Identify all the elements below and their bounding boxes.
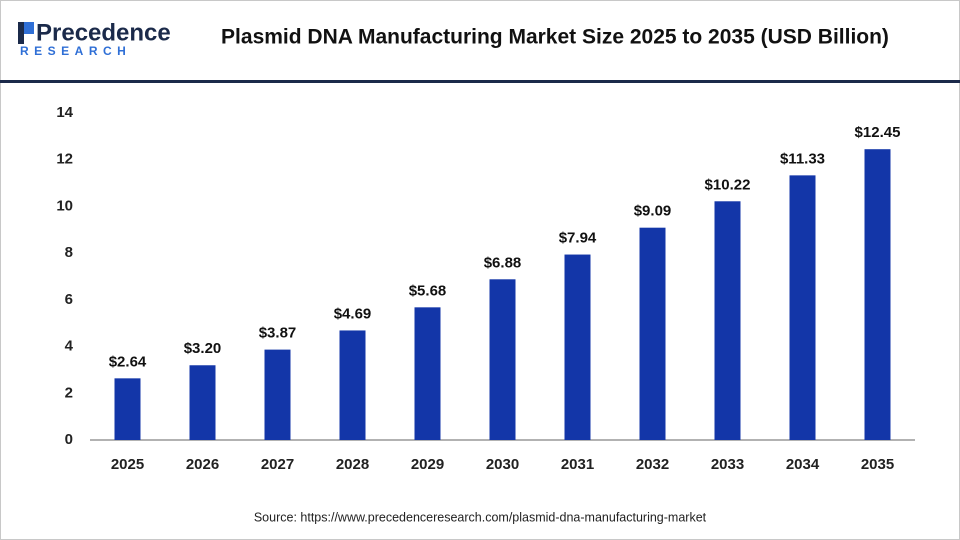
x-tick-label: 2034 — [786, 456, 820, 473]
value-label: $4.69 — [334, 305, 372, 322]
x-tick-label: 2032 — [636, 456, 669, 473]
y-tick-label: 0 — [65, 431, 73, 448]
y-tick-label: 6 — [65, 291, 73, 308]
value-label: $3.87 — [259, 325, 297, 342]
x-tick-label: 2028 — [336, 456, 369, 473]
header-rule — [0, 80, 960, 83]
x-tick-label: 2031 — [561, 456, 594, 473]
logo-icon — [24, 22, 34, 34]
bar — [714, 201, 741, 440]
bar — [114, 378, 141, 440]
source: Source: https://www.precedenceresearch.c… — [254, 510, 707, 524]
logo-name: Precedence — [36, 19, 171, 46]
x-tick-label: 2035 — [861, 456, 894, 473]
value-label: $7.94 — [559, 230, 597, 247]
bar — [864, 149, 891, 441]
bar — [564, 254, 591, 440]
chart-title: Plasmid DNA Manufacturing Market Size 20… — [221, 26, 889, 49]
value-label: $3.20 — [184, 340, 222, 357]
bar — [639, 227, 666, 440]
bar — [414, 307, 441, 440]
x-tick-label: 2025 — [111, 456, 144, 473]
x-tick-label: 2026 — [186, 456, 219, 473]
x-tick-label: 2033 — [711, 456, 744, 473]
value-label: $12.45 — [855, 124, 901, 141]
y-tick-label: 14 — [56, 104, 73, 121]
x-tick-label: 2027 — [261, 456, 294, 473]
y-tick-label: 2 — [65, 384, 73, 401]
logo-sub: RESEARCH — [20, 44, 131, 58]
y-tick-label: 4 — [65, 338, 74, 355]
value-label: $2.64 — [109, 353, 147, 370]
y-tick-label: 12 — [56, 151, 73, 168]
bar — [339, 330, 366, 440]
value-label: $5.68 — [409, 282, 447, 299]
bar — [264, 349, 291, 440]
value-label: $10.22 — [705, 176, 751, 193]
logo-icon — [18, 22, 24, 44]
y-tick-label: 8 — [65, 244, 73, 261]
x-tick-label: 2030 — [486, 456, 519, 473]
bar — [189, 365, 216, 440]
logo: Precedence RESEARCH — [18, 19, 171, 58]
value-label: $9.09 — [634, 203, 672, 220]
value-label: $6.88 — [484, 254, 522, 271]
bar — [489, 279, 516, 440]
y-tick-label: 10 — [56, 197, 73, 214]
bar — [789, 175, 816, 440]
x-tick-label: 2029 — [411, 456, 444, 473]
value-label: $11.33 — [780, 150, 825, 167]
